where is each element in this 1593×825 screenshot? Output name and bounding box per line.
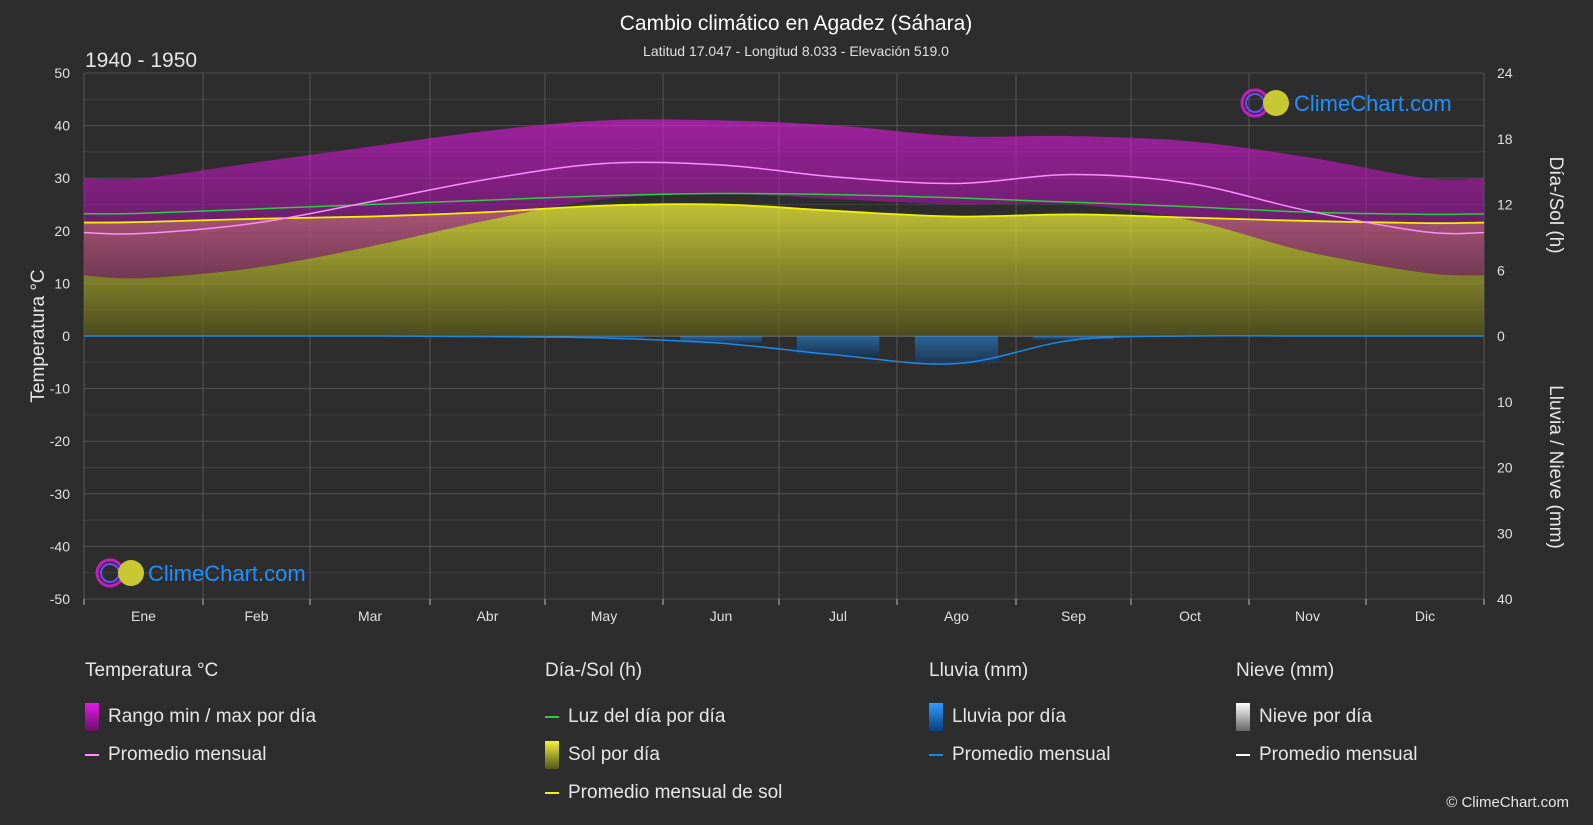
- left-tick-label: 0: [62, 328, 70, 344]
- rain-bar: [680, 336, 762, 344]
- period-label: 1940 - 1950: [85, 49, 197, 72]
- left-tick-label: 10: [54, 275, 70, 291]
- axis-ticks: 50 40 30 20 10 0 -10 -20 -30 -40 -50 24 18 12 6 0 10 20 30…: [50, 65, 1513, 624]
- right-tick-label: 24: [1497, 65, 1513, 81]
- month-label: Mar: [358, 608, 382, 624]
- sun-avg-swatch: [545, 792, 559, 794]
- left-tick-label: 40: [54, 118, 70, 134]
- left-tick-label: 30: [54, 170, 70, 186]
- rain-bar: [562, 336, 646, 338]
- right-tick-label: 12: [1497, 197, 1513, 213]
- month-label: Ago: [944, 608, 969, 624]
- legend-rain: Lluvia (mm) Lluvia por día Promedio mens…: [929, 660, 1110, 774]
- left-axis-title: Temperatura °C: [28, 269, 49, 402]
- legend-label: Promedio mensual: [108, 744, 267, 765]
- month-label: Sep: [1061, 608, 1086, 624]
- right-tick-label: 18: [1497, 131, 1513, 147]
- rain-bar: [1033, 336, 1114, 340]
- brand-logo-top: ClimeChart.com: [1240, 88, 1452, 118]
- legend-item: Promedio mensual: [1236, 736, 1417, 774]
- left-tick-label: 20: [54, 223, 70, 239]
- month-label: Nov: [1295, 608, 1320, 624]
- legend-snow-header: Nieve (mm): [1236, 660, 1335, 681]
- month-label: Jun: [710, 608, 733, 624]
- legend-label: Promedio mensual: [1259, 744, 1418, 765]
- rain-bar: [796, 336, 880, 356]
- copyright: © ClimeChart.com: [1446, 794, 1569, 811]
- left-tick-label: -30: [50, 486, 70, 502]
- brand-logo-bottom: ClimeChart.com: [95, 558, 306, 588]
- legend-item: Nieve por día: [1236, 698, 1417, 736]
- rain-swatch: [929, 703, 943, 731]
- legend-label: Nieve por día: [1259, 706, 1373, 727]
- left-tick-label: 50: [54, 65, 70, 81]
- legend-item: Promedio mensual: [929, 736, 1110, 774]
- left-tick-label: -20: [50, 433, 70, 449]
- left-tick-label: -40: [50, 538, 70, 554]
- legend-temperature: Temperatura °C Rango min / max por día P…: [85, 660, 316, 774]
- legend-item: Sol por día: [545, 736, 782, 774]
- month-label: Ene: [131, 608, 156, 624]
- temp-range-area: [84, 119, 1484, 279]
- right-tick-label: 40: [1497, 591, 1513, 607]
- rain-avg-swatch: [929, 754, 943, 756]
- legend-item: Lluvia por día: [929, 698, 1110, 736]
- sun-area: [84, 204, 1484, 336]
- chart-title: Cambio climático en Agadez (Sáhara): [620, 12, 973, 35]
- right-tick-label: 30: [1497, 525, 1513, 541]
- legend-item: Rango min / max por día: [85, 698, 316, 736]
- legend-item: Promedio mensual: [85, 736, 316, 774]
- left-tick-label: -10: [50, 381, 70, 397]
- month-label: Jul: [829, 608, 847, 624]
- legend-item: Promedio mensual de sol: [545, 774, 782, 812]
- month-label: Abr: [477, 608, 499, 624]
- daylight-swatch: [545, 716, 559, 718]
- right-top-axis-title: Día-/Sol (h): [1545, 156, 1566, 253]
- legend-label: Promedio mensual: [952, 744, 1111, 765]
- month-label: Feb: [244, 608, 268, 624]
- legend-rain-header: Lluvia (mm): [929, 660, 1029, 681]
- legend-sun-header: Día-/Sol (h): [545, 660, 643, 681]
- right-tick-label: 0: [1497, 328, 1505, 344]
- chart-subtitle: Latitud 17.047 - Longitud 8.033 - Elevac…: [643, 43, 949, 59]
- rain-avg-line: [84, 334, 1484, 365]
- brand-text: ClimeChart.com: [1294, 91, 1452, 116]
- legend-label: Lluvia por día: [952, 706, 1067, 727]
- left-tick-label: -50: [50, 591, 70, 607]
- temp-avg-swatch: [85, 754, 99, 756]
- month-label: Oct: [1179, 608, 1201, 624]
- series-lines: [83, 161, 1485, 365]
- legend-sun: Día-/Sol (h) Luz del día por día Sol por…: [545, 660, 782, 812]
- legend-label: Luz del día por día: [568, 706, 726, 727]
- legend-snow: Nieve (mm) Nieve por día Promedio mensua…: [1236, 660, 1417, 774]
- right-tick-label: 10: [1497, 394, 1513, 410]
- daylight-line: [83, 192, 1485, 216]
- brand-text: ClimeChart.com: [148, 561, 306, 586]
- logo-sun-icon: [118, 560, 144, 586]
- temp-range-swatch: [85, 703, 99, 731]
- right-tick-label: 20: [1497, 460, 1513, 476]
- snow-swatch: [1236, 703, 1250, 731]
- temp-avg-line: [83, 161, 1485, 235]
- snow-avg-swatch: [1236, 754, 1250, 756]
- sun-band: [84, 204, 1484, 336]
- legend-label: Rango min / max por día: [108, 706, 317, 727]
- temperature-range-band: [84, 119, 1484, 279]
- legend-temperature-header: Temperatura °C: [85, 660, 219, 681]
- legend-item: Luz del día por día: [545, 698, 782, 736]
- legend-label: Sol por día: [568, 744, 660, 765]
- sun-swatch: [545, 741, 559, 769]
- right-tick-label: 6: [1497, 262, 1505, 278]
- month-label: Dic: [1415, 608, 1435, 624]
- legend-label: Promedio mensual de sol: [568, 782, 783, 803]
- logo-sun-icon: [1263, 90, 1289, 116]
- right-bottom-axis-title: Lluvia / Nieve (mm): [1545, 385, 1566, 549]
- month-label: May: [591, 608, 617, 624]
